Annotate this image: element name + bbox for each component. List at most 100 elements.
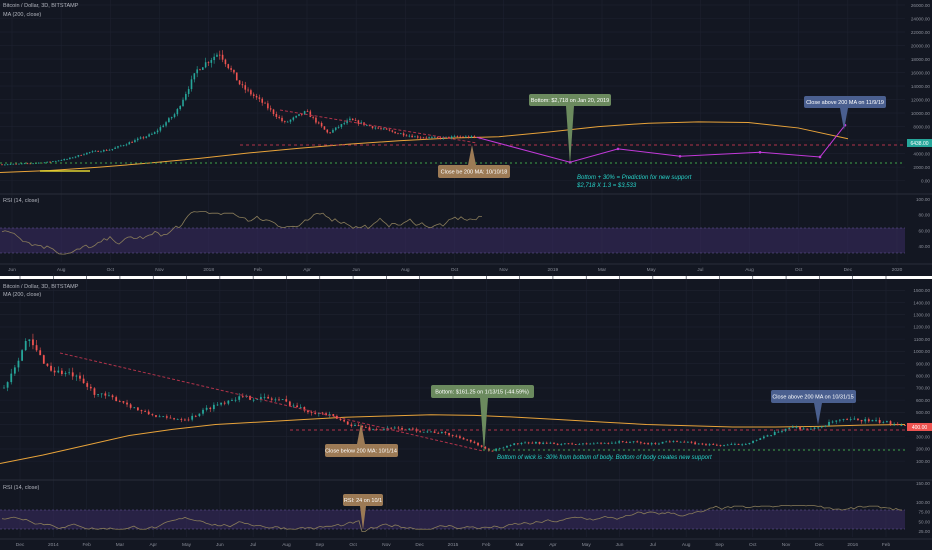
candle-body: [639, 442, 642, 444]
candle-body: [80, 155, 82, 156]
candle-body: [502, 447, 505, 449]
bottom-chart-panel[interactable]: Bitcoin / Dollar, 3D, BITSTAMP MA (200, …: [0, 273, 932, 537]
top-ma-label: MA (200, close): [3, 12, 41, 18]
time-tick-label: Aug: [401, 267, 410, 273]
candle-body: [607, 442, 610, 444]
candle-body: [86, 383, 89, 387]
candle-body: [199, 69, 201, 71]
top-note-line1: Bottom + 30% = Prediction for new suppor…: [577, 175, 692, 181]
candle-body: [498, 448, 501, 450]
top-callout-bottom[interactable]: Bottom: $2,718 on Jan 20, 2019: [529, 94, 611, 165]
candle-body: [88, 152, 91, 153]
candle-body: [538, 441, 541, 444]
candle-body: [694, 442, 697, 445]
bottom-rsi-label: RSI (14, close): [3, 485, 40, 491]
candle-body: [63, 159, 66, 161]
candle-body: [592, 443, 595, 445]
rsi-tick-label: 40.00: [919, 244, 931, 249]
candle-body: [705, 444, 707, 446]
bottom-price-tag-text: 400.00: [912, 425, 928, 431]
candle-body: [298, 114, 300, 116]
candle-body: [419, 137, 422, 139]
candle-body: [97, 150, 99, 152]
top-chart-panel[interactable]: Bitcoin / Dollar, 3D, BITSTAMP MA (200, …: [0, 0, 932, 262]
candle-body: [337, 126, 340, 128]
price-tick-label: 800.00: [916, 374, 930, 379]
candle-body: [419, 431, 422, 433]
candle-body: [292, 117, 295, 120]
top-rsi-panel[interactable]: RSI (14, close) 100.00 80.00 60.00 40.00: [0, 193, 932, 255]
bottom-rsi-panel[interactable]: RSI (14, close) RSI: 24 on 10/1 150.00 10…: [0, 479, 932, 534]
candle-body: [455, 435, 458, 437]
candle-body: [267, 103, 269, 109]
bottom-callout-bottom[interactable]: Bottom: $161.25 on 1/13/15 (-44.59%): [431, 385, 534, 452]
candle-body: [357, 425, 360, 426]
candle-body: [828, 421, 830, 426]
candle-body: [802, 428, 805, 430]
candle-body: [213, 56, 215, 61]
candle-body: [875, 419, 877, 421]
rsi-tick-label: 75.00: [919, 510, 931, 515]
candle-body: [100, 151, 102, 153]
price-tick-label: 20000.00: [911, 43, 931, 48]
candle-body: [227, 64, 230, 69]
top-callout-close-below[interactable]: Close be 200 MA: 10/10/18: [438, 145, 510, 178]
candle-body: [4, 164, 6, 166]
time-tick-label: Jun: [352, 267, 360, 273]
candle-body: [176, 109, 179, 115]
candle-body: [210, 60, 213, 63]
bottom-rsi-callout[interactable]: RSI: 24 on 10/1: [343, 494, 383, 530]
candle-body: [574, 444, 577, 445]
candle-body: [35, 345, 38, 351]
candle-body: [299, 407, 302, 408]
candle-body: [39, 350, 42, 356]
top-callout-close-above[interactable]: Close above 200 MA on 11/9/19: [804, 96, 886, 130]
candle-body: [896, 423, 899, 426]
candle-body: [846, 419, 849, 420]
ma-line: [0, 121, 849, 174]
candle-body: [153, 132, 156, 134]
rsi-tick-label: 50.00: [919, 519, 931, 524]
candle-body: [252, 399, 255, 401]
bottom-callout-close-above[interactable]: Close above 200 MA on 10/31/15: [771, 390, 856, 425]
bottom-descending-trendline: [59, 352, 484, 452]
candle-body: [788, 427, 791, 429]
candle-body: [9, 164, 12, 165]
candle-body: [878, 419, 881, 423]
candle-body: [134, 140, 136, 143]
candle-body: [218, 54, 221, 56]
time-tick-label: Oct: [749, 542, 757, 548]
candle-body: [665, 441, 668, 443]
candle-body: [368, 125, 371, 127]
time-tick-label: 2015: [448, 542, 459, 548]
top-descending-trendline: [279, 109, 478, 144]
candle-body: [506, 445, 508, 448]
candle-body: [295, 115, 297, 118]
projection-point: [818, 155, 822, 159]
candle-body: [74, 156, 77, 158]
candle-body: [650, 443, 653, 445]
candle-body: [115, 397, 118, 402]
candle-body: [470, 136, 473, 138]
candle-body: [364, 427, 367, 428]
candle-body: [198, 413, 201, 416]
candle-body: [556, 443, 559, 445]
candle-body: [234, 399, 237, 401]
candle-body: [871, 420, 874, 422]
bottom-callout-close-below[interactable]: Close below 200 MA: 10/1/14: [325, 423, 398, 457]
candle-body: [466, 439, 469, 441]
candle-body: [334, 127, 337, 130]
candle-body: [323, 126, 326, 130]
top-price-tag-text: 6438.00: [910, 141, 928, 147]
candle-body: [317, 122, 320, 124]
candle-body: [484, 446, 487, 449]
bottom-time-axis: Dec 2014 Feb Mar Apr May Jun Jul Aug Sep Oct Nov Dec…: [0, 538, 932, 548]
candle-body: [428, 137, 430, 139]
candle-body: [368, 427, 371, 430]
candle-body: [162, 125, 165, 128]
candle-body: [310, 412, 313, 413]
price-tick-label: 1500.00: [913, 288, 930, 293]
bottom-symbol-label: Bitcoin / Dollar, 3D, BITSTAMP: [3, 284, 79, 290]
candle-body: [462, 136, 464, 138]
